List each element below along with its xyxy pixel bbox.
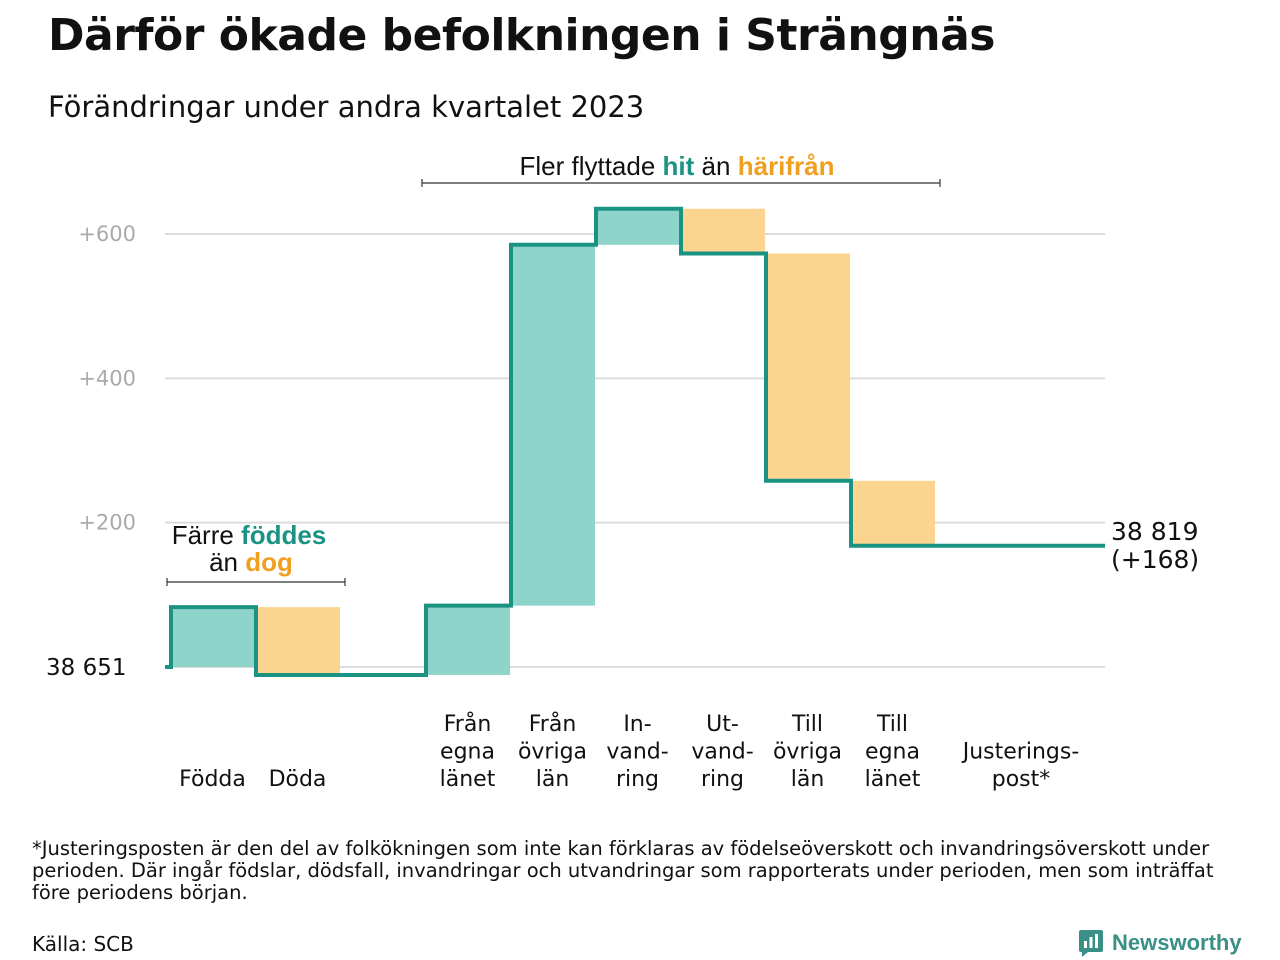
category-label: vand- — [606, 740, 668, 765]
source-label: Källa: SCB — [32, 932, 134, 956]
category-label: Från — [529, 711, 577, 737]
category-label: övriga — [773, 740, 842, 765]
waterfall-bar — [852, 480, 935, 546]
category-label: övriga — [518, 740, 587, 765]
waterfall-bar — [427, 605, 510, 675]
y-tick-label: +400 — [78, 366, 136, 390]
end-change-label: (+168) — [1111, 545, 1199, 574]
newsworthy-logo-icon — [1079, 930, 1103, 957]
end-value-label: 38 819 — [1111, 517, 1198, 546]
footnote: *Justeringsposten är den del av folkökni… — [32, 837, 1214, 904]
category-label: In- — [623, 712, 651, 737]
category-label: Justerings- — [961, 740, 1080, 765]
annotation-line-1: Färre föddes — [172, 520, 327, 550]
migration-annotation: Fler flyttade hit än härifrån — [421, 151, 941, 187]
category-label: Födda — [179, 767, 246, 792]
y-tick-label: +600 — [78, 222, 136, 246]
category-label: Från — [444, 711, 492, 737]
category-label: länet — [865, 767, 921, 792]
y-axis-ticks: +200 +400 +600 — [78, 222, 136, 535]
waterfall-bar — [512, 244, 595, 606]
category-label: Till — [791, 712, 823, 737]
category-label: länet — [440, 767, 496, 792]
start-value-label: 38 651 — [46, 655, 126, 681]
category-label: egna — [440, 740, 495, 765]
waterfall-bar — [257, 607, 340, 675]
running-total-line — [165, 206, 1105, 677]
category-label: ring — [616, 767, 659, 792]
page-title: Därför ökade befolkningen i Strängnäs — [48, 10, 995, 61]
annotation-line-2: än dog — [209, 547, 293, 577]
births-deaths-annotation: Färre föddes än dog — [166, 520, 346, 586]
category-label: län — [791, 767, 825, 792]
waterfall-bar — [172, 607, 255, 667]
y-tick-label: +200 — [78, 511, 136, 535]
waterfall-bar — [767, 253, 850, 481]
page-subtitle: Förändringar under andra kvartalet 2023 — [48, 90, 645, 124]
category-label: län — [536, 767, 570, 792]
category-label: Ut- — [706, 712, 739, 737]
annotation-line: Fler flyttade hit än härifrån — [519, 151, 834, 181]
category-label: egna — [865, 740, 920, 765]
category-label: ring — [701, 767, 744, 792]
category-label: Till — [876, 712, 908, 737]
category-label: vand- — [691, 740, 753, 765]
brand-name: Newsworthy — [1112, 930, 1242, 955]
category-label: Döda — [269, 767, 327, 792]
gridlines — [165, 232, 1105, 668]
bars — [172, 208, 935, 675]
category-labels: Födda DödaFrånegnalänetFrånövrigalänIn-va… — [179, 711, 1079, 792]
brand-logo[interactable]: Newsworthy — [1078, 928, 1242, 958]
total-step-line — [165, 206, 1105, 677]
waterfall-bar — [682, 208, 765, 254]
category-label: post* — [992, 767, 1051, 792]
waterfall-bar — [597, 208, 680, 245]
